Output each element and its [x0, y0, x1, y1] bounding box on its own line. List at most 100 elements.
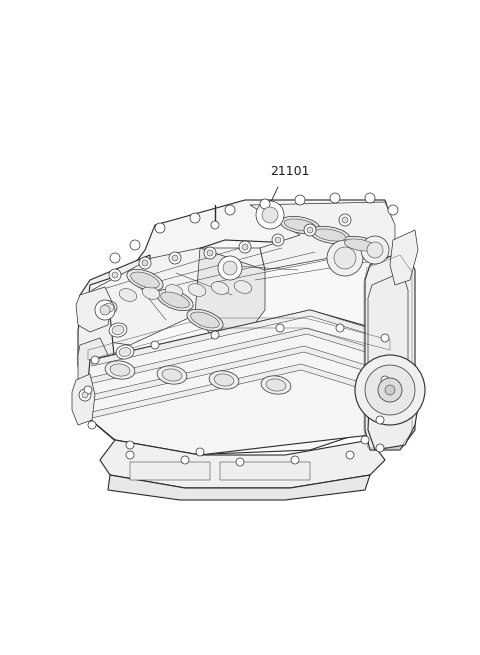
Ellipse shape [214, 374, 234, 386]
Circle shape [84, 386, 92, 394]
Polygon shape [100, 440, 385, 488]
Circle shape [388, 205, 398, 215]
Polygon shape [108, 475, 370, 500]
Circle shape [242, 244, 248, 250]
Circle shape [196, 448, 204, 456]
Circle shape [130, 240, 140, 250]
Polygon shape [85, 310, 390, 455]
Ellipse shape [157, 290, 193, 310]
Polygon shape [88, 248, 265, 345]
Polygon shape [130, 462, 210, 480]
Circle shape [336, 324, 344, 332]
Circle shape [211, 221, 219, 229]
Ellipse shape [261, 376, 291, 394]
Polygon shape [195, 248, 265, 340]
Ellipse shape [127, 269, 163, 291]
Circle shape [385, 385, 395, 395]
Polygon shape [78, 300, 115, 390]
Circle shape [342, 217, 348, 223]
Ellipse shape [165, 285, 183, 297]
Ellipse shape [142, 287, 160, 299]
Circle shape [110, 253, 120, 263]
Circle shape [327, 240, 363, 276]
Ellipse shape [211, 282, 229, 294]
Circle shape [79, 389, 91, 401]
Polygon shape [82, 240, 395, 455]
Circle shape [190, 213, 200, 223]
Circle shape [88, 421, 96, 429]
Circle shape [82, 392, 88, 398]
Circle shape [339, 214, 351, 226]
Ellipse shape [131, 272, 159, 288]
Circle shape [100, 305, 110, 315]
Ellipse shape [102, 303, 114, 312]
Ellipse shape [209, 371, 239, 389]
Circle shape [169, 252, 181, 264]
Polygon shape [78, 338, 108, 388]
Polygon shape [250, 202, 395, 270]
Circle shape [91, 356, 99, 364]
Ellipse shape [314, 229, 346, 241]
Circle shape [236, 458, 244, 466]
Ellipse shape [234, 280, 252, 293]
Ellipse shape [157, 366, 187, 384]
Circle shape [330, 193, 340, 203]
Circle shape [304, 224, 316, 236]
Circle shape [361, 236, 389, 264]
Ellipse shape [310, 227, 350, 244]
Circle shape [376, 444, 384, 452]
Polygon shape [92, 310, 375, 366]
Circle shape [381, 376, 389, 384]
Ellipse shape [340, 236, 380, 253]
Circle shape [223, 261, 237, 275]
Polygon shape [390, 230, 418, 285]
Circle shape [218, 256, 242, 280]
Circle shape [361, 436, 369, 444]
Circle shape [211, 331, 219, 339]
Circle shape [275, 237, 281, 243]
Circle shape [378, 378, 402, 402]
Polygon shape [72, 374, 95, 425]
Circle shape [272, 234, 284, 246]
Circle shape [260, 199, 270, 209]
Ellipse shape [284, 219, 316, 231]
Ellipse shape [110, 364, 130, 376]
Circle shape [239, 241, 251, 253]
Circle shape [204, 247, 216, 259]
Circle shape [346, 451, 354, 459]
Circle shape [126, 441, 134, 449]
Ellipse shape [344, 239, 376, 251]
Polygon shape [368, 365, 420, 450]
Ellipse shape [112, 326, 124, 335]
Circle shape [291, 456, 299, 464]
Circle shape [367, 242, 383, 258]
Ellipse shape [119, 347, 131, 356]
Polygon shape [75, 378, 108, 415]
Circle shape [381, 334, 389, 342]
Polygon shape [83, 364, 366, 420]
Polygon shape [89, 328, 372, 384]
Circle shape [334, 247, 356, 269]
Polygon shape [80, 255, 150, 355]
Ellipse shape [116, 345, 134, 359]
Circle shape [276, 324, 284, 332]
Circle shape [207, 250, 213, 256]
Circle shape [225, 205, 235, 215]
Ellipse shape [119, 289, 137, 301]
Circle shape [307, 227, 313, 233]
Circle shape [376, 416, 384, 424]
Circle shape [365, 365, 415, 415]
Polygon shape [368, 272, 408, 435]
Polygon shape [130, 200, 390, 285]
Circle shape [155, 223, 165, 233]
Ellipse shape [280, 216, 320, 234]
Circle shape [262, 207, 278, 223]
Circle shape [365, 193, 375, 203]
Ellipse shape [105, 361, 135, 379]
Ellipse shape [99, 301, 117, 315]
Circle shape [139, 257, 151, 269]
Circle shape [172, 255, 178, 261]
Ellipse shape [266, 379, 286, 391]
Ellipse shape [187, 309, 223, 331]
Circle shape [142, 260, 148, 266]
